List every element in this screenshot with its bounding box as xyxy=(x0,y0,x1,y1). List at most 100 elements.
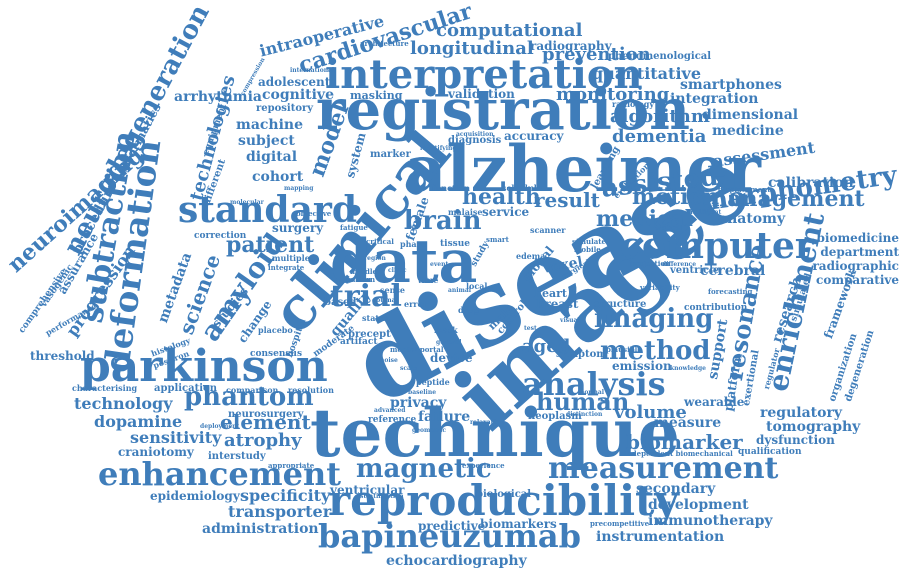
word-parkinson: parkinson xyxy=(80,341,328,392)
word-optimal: optimal xyxy=(372,297,398,304)
word-anatomy: anatomy xyxy=(718,211,786,227)
word-acquisition: acquisition xyxy=(456,131,494,138)
word-device: device xyxy=(430,351,473,365)
word-cohort: cohort xyxy=(252,169,304,185)
word-health: health xyxy=(462,184,541,210)
word-element: element xyxy=(220,410,311,434)
word-clinic: clinic xyxy=(388,267,407,274)
word-accuracy: accuracy xyxy=(504,129,564,143)
word-interpretation: interpretation xyxy=(325,51,643,98)
word-heart: heart xyxy=(534,287,567,300)
word-characterising: characterising xyxy=(72,383,138,393)
word-middle: middle xyxy=(350,267,377,276)
word-validation: validation xyxy=(448,87,515,101)
word-atrophy: atrophy xyxy=(224,430,302,451)
word-mental-portal: mental portal xyxy=(390,345,444,354)
word-fatigue: fatigue xyxy=(340,223,368,232)
word-symptom: symptom xyxy=(556,349,607,360)
word-tissue: tissue xyxy=(440,239,470,249)
word-dementia: dementia xyxy=(612,126,707,147)
word-arrhythmia: arrhythmia xyxy=(174,89,262,105)
word-transporter: transporter xyxy=(228,502,332,521)
word-calibration: calibration xyxy=(768,175,854,191)
word-phantom: phantom xyxy=(184,382,314,412)
word-service: service xyxy=(482,205,530,219)
word-analysis: analysis xyxy=(522,365,666,403)
word-biological: biological xyxy=(476,489,532,500)
word-placebo: placebo xyxy=(258,325,293,335)
word-independent-biomechanical: independent biomechanical xyxy=(624,449,733,458)
word-event: event xyxy=(430,261,449,268)
word-difference: difference xyxy=(662,261,697,268)
word-biomarker: biomarker xyxy=(626,430,743,454)
word-application: application xyxy=(154,383,217,394)
word-diagnosis: diagnosis xyxy=(448,135,502,146)
word-neurosurgery: neurosurgery xyxy=(228,409,304,420)
word-sense: sense xyxy=(380,285,406,295)
word-craniotomy: craniotomy xyxy=(118,445,194,459)
word-surgery: surgery xyxy=(272,221,324,235)
word-status: status xyxy=(362,313,390,323)
word-volume: volume xyxy=(614,402,687,423)
word-alzheimer: alzheimer xyxy=(405,132,761,207)
word-protocol: protocol xyxy=(654,225,683,232)
word-measure: measure xyxy=(654,415,722,431)
word-ventricular: ventricular xyxy=(330,483,405,497)
word-local: local xyxy=(466,281,488,291)
word-prevention: prevention xyxy=(542,44,651,65)
word-interstudy: interstudy xyxy=(208,451,266,462)
word-specificity: specificity xyxy=(240,486,331,505)
word-technique: technique xyxy=(310,394,680,472)
word-contribution: contribution xyxy=(684,303,748,313)
word-knowledge: knowledge xyxy=(670,365,706,372)
word-visual: visual xyxy=(560,317,580,324)
word-mask: mask xyxy=(434,325,458,335)
word-echocardiography: echocardiography xyxy=(386,553,527,569)
word-plausible: plausible xyxy=(606,345,642,354)
word-regulatory: regulatory xyxy=(760,405,842,421)
word-structure: structure xyxy=(594,299,647,310)
word-privacy: privacy xyxy=(390,395,447,411)
word-scale: scale xyxy=(400,365,418,372)
word-time: time xyxy=(418,275,439,285)
word-artifact: artifact xyxy=(340,337,378,347)
word-smart: smart xyxy=(486,235,509,244)
word-instrumentation: instrumentation xyxy=(596,529,725,545)
word-masking: masking xyxy=(350,89,403,102)
word-objective: objective xyxy=(296,209,332,218)
word-algorithm: algorithm xyxy=(610,106,710,127)
word-consensus: consensus xyxy=(250,349,303,359)
word-patient: patient xyxy=(226,232,315,258)
word-secondary: secondary xyxy=(636,481,716,497)
word-repository: repository xyxy=(256,103,314,114)
word-geometric: geometric xyxy=(412,427,447,434)
word-subject: subject xyxy=(238,133,295,149)
word-sensitivity: sensitivity xyxy=(130,428,222,447)
word-precompetitive: precompetitive xyxy=(590,519,650,528)
word-advanced: advanced xyxy=(374,407,406,414)
word-phenomenological: phenomenological xyxy=(608,51,712,62)
word-integration: integration xyxy=(670,91,759,107)
word-longitudinal: longitudinal xyxy=(410,38,534,59)
word-scanner: scanner xyxy=(530,225,566,235)
word-baseline: baseline xyxy=(408,389,437,396)
word-displacement: displacement xyxy=(718,185,771,194)
word-data: data xyxy=(330,227,478,297)
word-relaxation: relaxation xyxy=(470,419,505,426)
word-cerebral: cerebral xyxy=(700,263,766,279)
word-error: error xyxy=(404,299,428,309)
word-test: test xyxy=(524,325,537,332)
word-medicine: medicine xyxy=(712,123,784,139)
word-marker: marker xyxy=(370,149,411,160)
word-predictive: predictive xyxy=(418,519,486,533)
word-measurement: measurement xyxy=(548,451,779,486)
word-radiography: radiography xyxy=(530,39,612,53)
word-wearable: wearable xyxy=(684,395,745,409)
word-noise: noise xyxy=(380,357,398,364)
word-failure: failure xyxy=(418,409,471,425)
word-computer: computer xyxy=(620,225,814,267)
word-imaging: imaging xyxy=(594,304,714,334)
word-normal: normal xyxy=(580,389,605,396)
word-radiographic: radiographic xyxy=(812,259,899,273)
word-reproducibility: reproducibility xyxy=(328,476,679,525)
